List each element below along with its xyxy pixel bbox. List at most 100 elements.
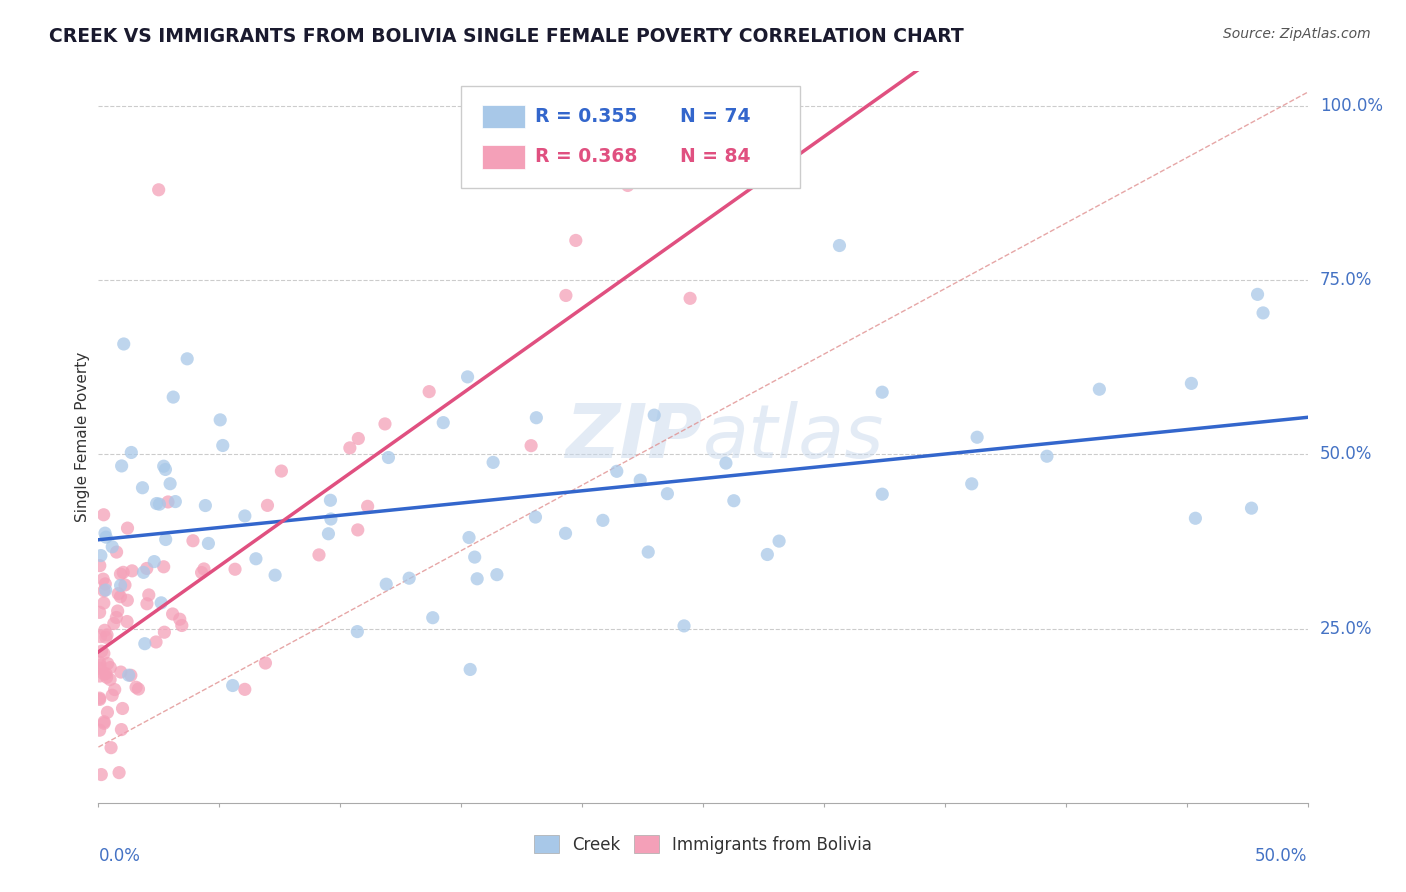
- Point: [524, 410, 547, 425]
- Text: Source: ZipAtlas.com: Source: ZipAtlas.com: [1223, 27, 1371, 41]
- Point: [118, 668, 141, 682]
- Point: [120, 668, 142, 682]
- Point: [94, 530, 117, 544]
- Point: [657, 486, 679, 500]
- Point: [966, 430, 988, 444]
- Point: [221, 679, 243, 693]
- Point: [756, 548, 779, 562]
- Point: [224, 562, 246, 576]
- Point: [679, 291, 702, 305]
- Point: [356, 500, 378, 514]
- Point: [152, 559, 174, 574]
- Point: [101, 540, 124, 554]
- Point: [93, 596, 115, 610]
- Point: [616, 178, 638, 193]
- Text: CREEK VS IMMIGRANTS FROM BOLIVIA SINGLE FEMALE POVERTY CORRELATION CHART: CREEK VS IMMIGRANTS FROM BOLIVIA SINGLE …: [49, 27, 965, 45]
- Point: [98, 673, 121, 687]
- Point: [422, 610, 444, 624]
- Point: [465, 572, 488, 586]
- Point: [153, 625, 176, 640]
- Point: [105, 545, 128, 559]
- Point: [1088, 382, 1111, 396]
- Point: [346, 523, 368, 537]
- Point: [110, 567, 132, 582]
- Point: [606, 464, 628, 478]
- Point: [768, 534, 790, 549]
- Point: [90, 767, 112, 781]
- Point: [398, 571, 420, 585]
- Point: [94, 666, 117, 681]
- Point: [197, 536, 219, 550]
- Point: [264, 568, 287, 582]
- Point: [89, 661, 111, 675]
- Point: [143, 555, 166, 569]
- Point: [89, 605, 111, 619]
- Point: [211, 438, 233, 452]
- Point: [148, 497, 170, 511]
- Point: [148, 183, 170, 197]
- Point: [723, 493, 745, 508]
- Point: [524, 510, 547, 524]
- Point: [89, 558, 111, 573]
- Point: [554, 288, 576, 302]
- Point: [91, 572, 114, 586]
- Point: [94, 526, 117, 541]
- Point: [89, 669, 111, 683]
- Point: [673, 619, 696, 633]
- Point: [347, 432, 370, 446]
- Point: [110, 590, 132, 604]
- Point: [318, 526, 340, 541]
- Point: [418, 384, 440, 399]
- Point: [377, 450, 399, 465]
- Point: [162, 607, 184, 621]
- Point: [89, 630, 111, 644]
- Text: N = 74: N = 74: [681, 107, 751, 126]
- Point: [132, 566, 155, 580]
- Point: [374, 417, 396, 431]
- Point: [156, 495, 179, 509]
- Point: [209, 413, 232, 427]
- Point: [270, 464, 292, 478]
- Point: [96, 670, 118, 684]
- Point: [117, 521, 139, 535]
- Text: 25.0%: 25.0%: [1320, 620, 1372, 638]
- Point: [432, 416, 454, 430]
- Point: [104, 682, 127, 697]
- Point: [111, 701, 134, 715]
- Point: [98, 660, 121, 674]
- Point: [112, 337, 135, 351]
- Point: [169, 612, 191, 626]
- Point: [233, 682, 256, 697]
- Point: [482, 455, 505, 469]
- Point: [93, 666, 115, 681]
- Point: [319, 493, 342, 508]
- Point: [1246, 287, 1268, 301]
- Point: [89, 658, 111, 673]
- Point: [96, 628, 118, 642]
- Point: [100, 740, 122, 755]
- Text: 100.0%: 100.0%: [1320, 97, 1382, 115]
- Point: [90, 549, 112, 563]
- FancyBboxPatch shape: [461, 86, 800, 188]
- Text: 50.0%: 50.0%: [1256, 847, 1308, 864]
- Y-axis label: Single Female Poverty: Single Female Poverty: [75, 352, 90, 522]
- Point: [136, 597, 159, 611]
- Point: [115, 615, 138, 629]
- Point: [110, 723, 132, 737]
- Text: R = 0.368: R = 0.368: [534, 147, 637, 167]
- Point: [127, 681, 149, 696]
- Point: [93, 624, 115, 638]
- Point: [254, 656, 277, 670]
- Point: [125, 680, 148, 694]
- Point: [97, 657, 120, 671]
- Point: [103, 616, 125, 631]
- Point: [628, 473, 651, 487]
- Point: [93, 716, 115, 731]
- Point: [159, 476, 181, 491]
- Legend: Creek, Immigrants from Bolivia: Creek, Immigrants from Bolivia: [527, 829, 879, 860]
- Point: [145, 635, 167, 649]
- Point: [346, 624, 368, 639]
- Point: [1180, 376, 1202, 391]
- Text: atlas: atlas: [703, 401, 884, 473]
- Text: N = 84: N = 84: [681, 147, 751, 167]
